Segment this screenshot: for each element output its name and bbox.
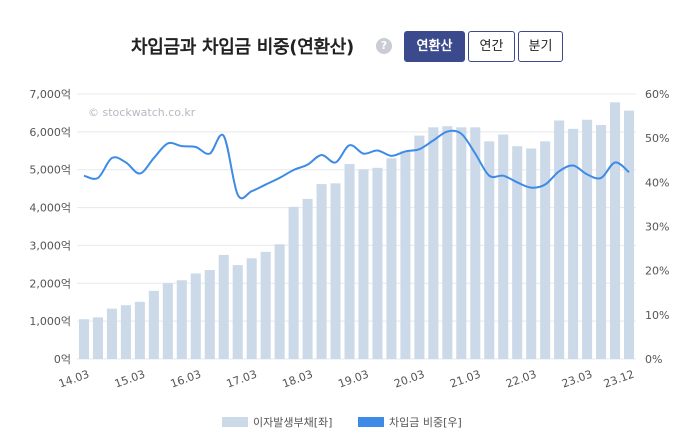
bar (120, 305, 131, 359)
y-right-tick-label: 60% (645, 88, 669, 101)
legend-swatch-line (358, 417, 384, 427)
bar (428, 127, 439, 359)
bar (442, 126, 453, 359)
bar (386, 158, 397, 359)
x-tick-label: 21.03 (448, 368, 482, 391)
watermark: © stockwatch.co.kr (88, 106, 196, 119)
period-button-annual[interactable]: 연간 (468, 31, 515, 62)
legend-label-bar: 이자발생부채[좌] (253, 416, 333, 429)
bar (596, 125, 607, 360)
y-left-tick-label: 4,000억 (29, 202, 71, 215)
bar (484, 141, 495, 359)
bar (344, 164, 355, 359)
y-left-tick-label: 5,000억 (29, 164, 71, 177)
bar (400, 151, 411, 359)
x-tick-label: 15.03 (113, 368, 147, 391)
bar (134, 301, 145, 359)
bar (316, 184, 327, 359)
bar (414, 135, 425, 359)
bar (218, 254, 229, 359)
y-right-tick-label: 40% (645, 176, 669, 189)
bar (610, 102, 621, 359)
x-tick-label: 22.03 (504, 368, 538, 391)
series-line (83, 129, 630, 200)
y-left-tick-label: 3,000억 (29, 239, 71, 252)
y-right-tick-label: 30% (645, 221, 669, 234)
bar (274, 244, 285, 359)
x-tick-label: 19.03 (336, 368, 370, 391)
y-right-tick-label: 0% (645, 353, 662, 366)
bar (470, 127, 481, 359)
bar (623, 110, 635, 360)
x-tick-label: 14.03 (57, 368, 91, 391)
bar (358, 169, 369, 359)
help-icon[interactable]: ? (376, 38, 392, 54)
y-left-tick-label: 1,000억 (29, 315, 71, 328)
bar (512, 146, 523, 359)
x-tick-label: 16.03 (169, 368, 203, 391)
bar (232, 265, 243, 359)
y-left-tick-label: 0억 (54, 353, 71, 366)
bar (148, 290, 159, 359)
bar (526, 148, 537, 359)
y-left-tick-label: 2,000억 (29, 277, 71, 290)
bar (568, 128, 579, 359)
x-tick-label: 23.12 (602, 368, 636, 391)
period-button-quarterly[interactable]: 분기 (518, 31, 563, 62)
y-right-tick-label: 10% (645, 309, 669, 322)
bar (330, 183, 341, 359)
bar (582, 119, 593, 359)
bar (260, 251, 271, 359)
legend-label-line: 차입금 비중[우] (389, 416, 462, 429)
y-right-tick-label: 50% (645, 132, 669, 145)
period-button-annualized[interactable]: 연환산 (404, 31, 465, 62)
bar (498, 134, 509, 359)
bar (554, 120, 565, 359)
bar (162, 283, 173, 359)
x-tick-label: 20.03 (392, 368, 426, 391)
bar (92, 317, 103, 359)
x-tick-label: 18.03 (281, 368, 315, 391)
bar (302, 198, 313, 359)
bar (204, 270, 215, 359)
bar (190, 273, 201, 359)
bar (456, 127, 467, 359)
bar (540, 141, 551, 359)
y-left-tick-label: 7,000억 (29, 88, 71, 101)
x-tick-label: 23.03 (560, 368, 594, 391)
bar (176, 280, 187, 359)
bar (78, 319, 90, 359)
bar (372, 167, 383, 359)
x-tick-label: 17.03 (225, 368, 259, 391)
bar (106, 308, 117, 359)
bar (246, 258, 257, 359)
chart-title: 차입금과 차입금 비중(연환산) (131, 37, 354, 58)
y-right-tick-label: 20% (645, 265, 669, 278)
bar (288, 206, 299, 359)
legend-item-line: 차입금 비중[우] (358, 414, 462, 430)
y-left-tick-label: 6,000억 (29, 126, 71, 139)
legend-item-bar: 이자발생부채[좌] (222, 414, 332, 430)
legend-swatch-bar (222, 417, 248, 427)
